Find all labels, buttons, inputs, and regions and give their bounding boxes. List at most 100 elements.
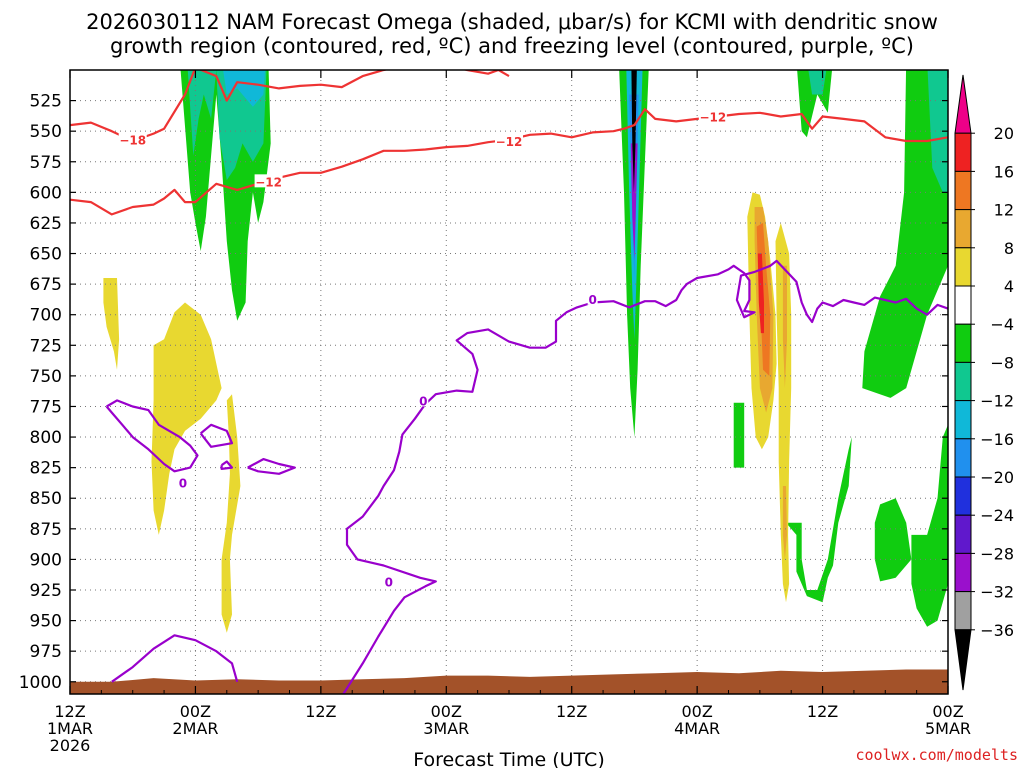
colorbar-segment-13 <box>954 591 972 631</box>
freezing-label-bg-0 <box>177 475 188 489</box>
freezing-label-bg-3 <box>587 291 598 305</box>
freezing-contour-1 <box>105 399 199 473</box>
dgz-label-2: −12 <box>496 135 523 149</box>
dgz-label-bg-1 <box>254 174 283 188</box>
omega-area-17 <box>151 302 222 535</box>
dgz-label-0: −18 <box>119 134 146 148</box>
x-tick-label-1-1: 2MAR <box>172 719 218 738</box>
colorbar-label-3: 8 <box>1004 239 1014 258</box>
colorbar-label-1: 16 <box>994 162 1014 181</box>
omega-area-20 <box>775 222 792 603</box>
y-tick-label-3: 600 <box>30 183 62 203</box>
x-tick-label-3-0: 00Z <box>431 702 462 721</box>
y-tick-label-7: 700 <box>30 306 62 326</box>
colorbar-label-10: −24 <box>980 506 1014 525</box>
y-tick-label-12: 825 <box>30 459 62 479</box>
freezing-contour-2 <box>199 423 234 448</box>
y-tick-label-16: 925 <box>30 581 62 601</box>
omega-area-15 <box>911 424 948 627</box>
dgz-label-1: −12 <box>255 175 282 189</box>
omega-area-11 <box>862 70 948 398</box>
colorbar-segment-1 <box>954 132 972 172</box>
omega-area-13 <box>786 437 852 603</box>
terrain-ground <box>70 669 948 694</box>
freezing-contour-0 <box>342 259 948 694</box>
dgz-label-bg-3 <box>698 109 727 123</box>
freezing-label-bg-1 <box>418 393 429 407</box>
colorbar-top-triangle <box>954 74 972 134</box>
y-tick-label-11: 800 <box>30 428 62 448</box>
colorbar-label-9: −20 <box>980 468 1014 487</box>
x-tick-label-6-0: 12Z <box>807 702 838 721</box>
freezing-label-2: 0 <box>385 575 393 589</box>
x-axis-title: Forecast Time (UTC) <box>413 749 604 768</box>
dgz-label-bg-2 <box>495 133 523 147</box>
colorbar-segment-3 <box>954 209 972 249</box>
freezing-label-3: 0 <box>588 293 596 307</box>
omega-area-16 <box>103 278 120 370</box>
x-tick-label-4-0: 12Z <box>556 702 587 721</box>
omega-area-9 <box>808 70 827 95</box>
colorbar-label-8: −16 <box>980 430 1014 449</box>
y-tick-label-13: 850 <box>30 489 62 509</box>
omega-area-2 <box>223 70 266 107</box>
chart-title-line-1: 2026030112 NAM Forecast Omega (shaded, μ… <box>86 10 938 34</box>
omega-area-18 <box>221 394 241 633</box>
omega-area-6 <box>630 143 638 260</box>
x-tick-label-0-0: 12Z <box>54 702 85 721</box>
x-tick-label-7-0: 00Z <box>932 702 963 721</box>
colorbar-label-12: −32 <box>980 583 1014 602</box>
colorbar-label-5: −4 <box>990 315 1014 334</box>
x-tick-label-1-0: 00Z <box>180 702 211 721</box>
omega-area-25 <box>782 486 787 560</box>
colorbar-segment-5 <box>954 285 972 325</box>
colorbar-label-13: −36 <box>980 621 1014 640</box>
x-tick-label-5-0: 00Z <box>681 702 712 721</box>
y-tick-label-10: 775 <box>30 397 62 417</box>
y-tick-label-15: 900 <box>30 550 62 570</box>
dgz-contour-2 <box>462 70 510 78</box>
x-tick-label-0-2: 2026 <box>50 736 91 755</box>
credit-text: coolwx.com/modelts <box>855 746 1018 764</box>
colorbar-segment-11 <box>954 514 972 554</box>
x-tick-label-3-1: 3MAR <box>423 719 469 738</box>
plot-area: −18 −12 −12 −12 0 0 0 0 525 550 575 600 625 650 675 700… <box>19 69 971 755</box>
colorbar-label-11: −28 <box>980 544 1014 563</box>
y-tick-label-8: 725 <box>30 336 62 356</box>
y-tick-label-4: 625 <box>30 214 62 234</box>
colorbar: 20 16 12 8 4 −4 −8 −12 −16 −20 −24 −28 −32 −36 <box>954 74 1014 691</box>
colorbar-segment-7 <box>954 361 972 402</box>
y-tick-label-19: 1000 <box>19 673 62 693</box>
colorbar-segment-4 <box>954 247 972 287</box>
y-tick-label-6: 675 <box>30 275 62 295</box>
omega-area-24 <box>782 265 787 389</box>
colorbar-label-6: −8 <box>990 353 1014 372</box>
freezing-label-1: 0 <box>419 394 427 408</box>
dgz-label-bg-0 <box>118 132 147 146</box>
freezing-contour-4 <box>247 458 296 475</box>
colorbar-label-0: 20 <box>994 124 1014 143</box>
colorbar-segment-2 <box>954 170 972 211</box>
colorbar-segment-12 <box>954 552 972 593</box>
chart-title-line-2: growth region (contoured, red, ºC) and f… <box>110 34 914 58</box>
x-tick-label-5-1: 4MAR <box>674 719 720 738</box>
freezing-label-bg-2 <box>383 574 394 588</box>
dgz-label-3: −12 <box>699 110 726 124</box>
colorbar-label-2: 12 <box>994 201 1014 220</box>
colorbar-segment-6 <box>954 323 972 363</box>
freezing-contour-3 <box>220 460 234 470</box>
freezing-contour-5 <box>111 634 239 683</box>
colorbar-label-4: 4 <box>1004 277 1014 296</box>
colorbar-label-7: −12 <box>980 392 1014 411</box>
plot-inner: −18 −12 −12 −12 0 0 0 0 <box>70 70 948 694</box>
x-tick-label-2-0: 12Z <box>305 702 336 721</box>
y-tick-label-0: 525 <box>30 92 62 112</box>
x-tick-label-7-1: 5MAR <box>925 719 971 738</box>
y-tick-label-1: 550 <box>30 122 62 142</box>
y-tick-label-2: 575 <box>30 153 62 173</box>
freezing-label-0: 0 <box>179 476 187 490</box>
y-tick-label-18: 975 <box>30 642 62 662</box>
omega-area-14 <box>874 498 912 582</box>
omega-area-23 <box>757 253 764 334</box>
